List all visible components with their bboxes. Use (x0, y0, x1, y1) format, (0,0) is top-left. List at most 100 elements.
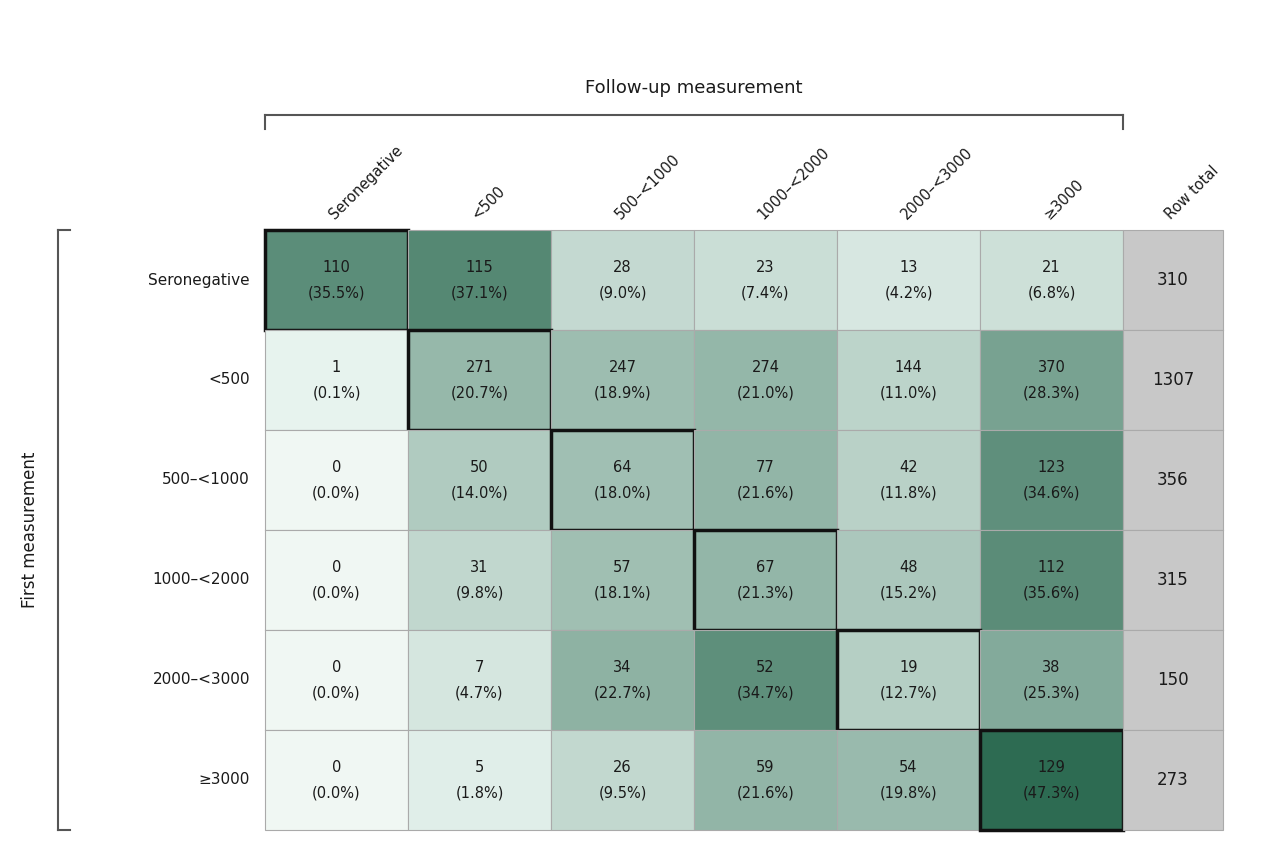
Text: (25.3%): (25.3%) (1023, 685, 1080, 701)
Text: <500: <500 (468, 183, 508, 222)
Text: (37.1%): (37.1%) (451, 285, 508, 300)
Bar (980, 330, 1123, 430)
Text: (22.7%): (22.7%) (594, 685, 652, 701)
Text: 77: 77 (756, 459, 774, 475)
Bar (408, 230, 550, 330)
Bar (265, 230, 408, 330)
Text: (18.0%): (18.0%) (594, 485, 652, 501)
Text: Row total: Row total (1162, 163, 1221, 222)
Text: 28: 28 (613, 260, 632, 274)
Bar (408, 730, 550, 830)
Bar (980, 530, 1123, 630)
Text: (9.0%): (9.0%) (598, 285, 646, 300)
Text: (0.0%): (0.0%) (312, 685, 361, 701)
Text: 64: 64 (613, 459, 632, 475)
Bar (837, 330, 980, 430)
Bar (265, 430, 408, 530)
Text: 13: 13 (900, 260, 918, 274)
Text: 123: 123 (1038, 459, 1065, 475)
Text: (11.8%): (11.8%) (879, 485, 937, 501)
Bar (265, 630, 408, 730)
Text: 38: 38 (1042, 659, 1061, 675)
Text: 26: 26 (613, 759, 632, 774)
Bar (837, 730, 980, 830)
Text: 274: 274 (751, 360, 780, 375)
Text: 112: 112 (1038, 560, 1065, 574)
Text: 42: 42 (899, 459, 918, 475)
Text: 34: 34 (613, 659, 632, 675)
Text: (4.2%): (4.2%) (884, 285, 933, 300)
Text: (0.0%): (0.0%) (312, 586, 361, 600)
Text: (1.8%): (1.8%) (456, 785, 504, 800)
Text: 2000–<3000: 2000–<3000 (152, 672, 250, 688)
Text: First measurement: First measurement (20, 452, 38, 608)
Text: (0.1%): (0.1%) (312, 386, 361, 400)
Bar (408, 330, 550, 430)
Text: <500: <500 (209, 373, 250, 388)
Bar (837, 530, 980, 630)
Text: Seronegative: Seronegative (148, 272, 250, 287)
Text: (34.6%): (34.6%) (1023, 485, 1080, 501)
Text: 150: 150 (1157, 671, 1189, 689)
Bar (980, 230, 1123, 330)
Bar (694, 330, 837, 430)
Text: 356: 356 (1157, 471, 1189, 489)
Text: 370: 370 (1038, 360, 1065, 375)
Text: 0: 0 (332, 560, 342, 574)
Text: (7.4%): (7.4%) (741, 285, 790, 300)
Text: 115: 115 (466, 260, 493, 274)
Bar (837, 230, 980, 330)
Text: 7: 7 (475, 659, 484, 675)
Text: 23: 23 (756, 260, 774, 274)
Bar (1123, 730, 1222, 830)
Bar (1123, 230, 1222, 330)
Text: 31: 31 (470, 560, 489, 574)
Bar (694, 730, 837, 830)
Text: (9.8%): (9.8%) (456, 586, 504, 600)
Text: (9.5%): (9.5%) (598, 785, 646, 800)
Text: 21: 21 (1042, 260, 1061, 274)
Text: 1307: 1307 (1152, 371, 1194, 389)
Text: 19: 19 (900, 659, 918, 675)
Bar (408, 630, 550, 730)
Text: 271: 271 (466, 360, 494, 375)
Bar (1123, 530, 1222, 630)
Bar (694, 230, 837, 330)
Text: 1000–<2000: 1000–<2000 (755, 144, 832, 222)
Text: (12.7%): (12.7%) (879, 685, 937, 701)
Text: (19.8%): (19.8%) (879, 785, 937, 800)
Text: 0: 0 (332, 459, 342, 475)
Bar (550, 330, 694, 430)
Text: (20.7%): (20.7%) (451, 386, 508, 400)
Text: Follow-up measurement: Follow-up measurement (585, 79, 803, 97)
Text: 500–<1000: 500–<1000 (163, 472, 250, 488)
Bar (265, 730, 408, 830)
Text: 0: 0 (332, 759, 342, 774)
Bar (265, 530, 408, 630)
Text: ≥3000: ≥3000 (1041, 176, 1087, 222)
Text: (28.3%): (28.3%) (1023, 386, 1080, 400)
Text: 273: 273 (1157, 771, 1189, 789)
Text: 1: 1 (332, 360, 342, 375)
Text: (18.1%): (18.1%) (594, 586, 652, 600)
Text: 0: 0 (332, 659, 342, 675)
Text: 52: 52 (756, 659, 774, 675)
Text: 67: 67 (756, 560, 774, 574)
Bar (694, 530, 837, 630)
Text: (21.0%): (21.0%) (736, 386, 795, 400)
Bar (550, 430, 694, 530)
Text: (35.5%): (35.5%) (307, 285, 365, 300)
Bar (550, 630, 694, 730)
Text: (21.6%): (21.6%) (736, 485, 795, 501)
Bar (265, 330, 408, 430)
Text: (4.7%): (4.7%) (456, 685, 504, 701)
Text: 5: 5 (475, 759, 484, 774)
Bar (980, 730, 1123, 830)
Text: (15.2%): (15.2%) (879, 586, 937, 600)
Bar (408, 430, 550, 530)
Bar (1123, 630, 1222, 730)
Bar (694, 630, 837, 730)
Text: 310: 310 (1157, 271, 1189, 289)
Bar (408, 530, 550, 630)
Text: 48: 48 (900, 560, 918, 574)
